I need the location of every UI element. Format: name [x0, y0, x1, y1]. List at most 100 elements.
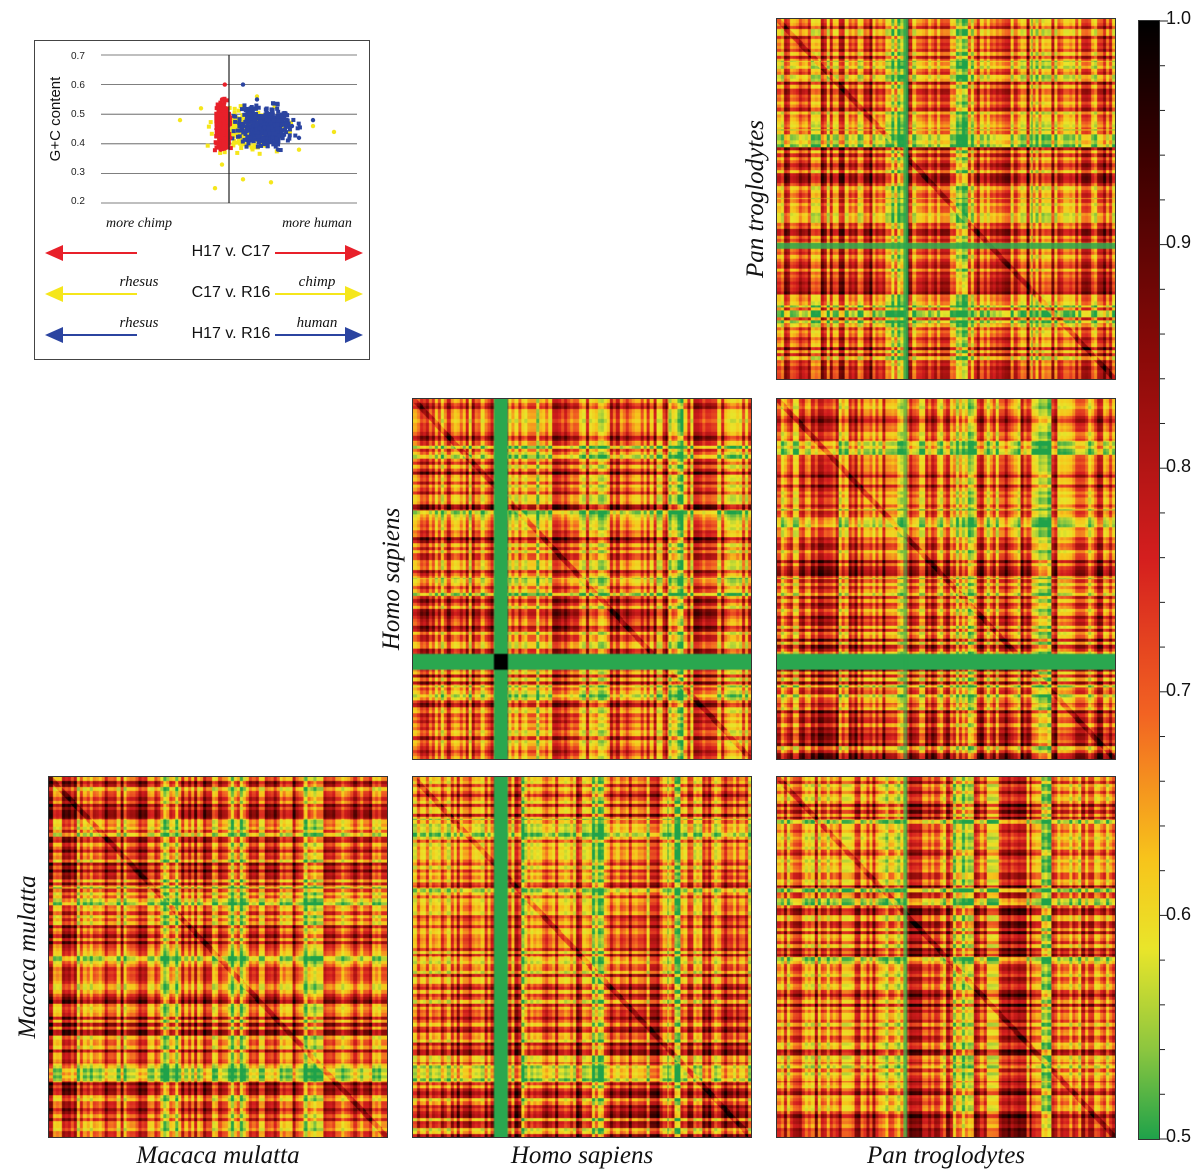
inset-point [262, 125, 267, 130]
inset-point [238, 138, 243, 143]
inset-point [257, 151, 262, 156]
inset-point [233, 114, 238, 119]
colorbar-ticks [1160, 20, 1168, 1140]
inset-point [246, 119, 251, 124]
inset-point [276, 118, 281, 123]
inset-point [256, 140, 261, 145]
inset-point [261, 136, 266, 141]
inset-point [252, 114, 257, 119]
inset-ytick-0-7: 0.7 [71, 51, 85, 62]
inset-data-point [198, 106, 204, 111]
inset-point [228, 146, 233, 151]
colorbar-tick-1-0: 1.0 [1166, 8, 1192, 28]
ylabel-homo-sapiens: Homo sapiens [378, 507, 405, 651]
inset-point [260, 138, 265, 143]
ylabel-macaca-mulatta: Macaca mulatta [14, 875, 41, 1039]
legend-left-label-h17c17: more chimp [106, 216, 172, 231]
heatmap-homo-vs-pan-canvas [777, 399, 1115, 759]
inset-point [231, 129, 236, 134]
inset-point [246, 131, 251, 136]
inset-point [272, 123, 277, 128]
inset-data-point [282, 126, 288, 132]
inset-point [232, 106, 237, 111]
inset-data-point [331, 129, 337, 135]
inset-point [253, 111, 258, 116]
inset-point [255, 144, 260, 149]
inset-point [247, 111, 252, 116]
inset-point [270, 135, 275, 140]
inset-point [222, 145, 227, 150]
inset-point [296, 121, 301, 126]
colorbar [1138, 20, 1160, 1140]
inset-point [263, 131, 268, 136]
inset-point [239, 125, 244, 130]
inset-ytick-0-3: 0.3 [71, 167, 85, 178]
inset-point [265, 111, 270, 116]
inset-point [250, 147, 255, 152]
inset-point [282, 114, 287, 119]
inset-point [244, 128, 249, 133]
inset-point [226, 129, 231, 134]
inset-point [254, 103, 259, 108]
inset-point [214, 145, 219, 150]
inset-point [235, 150, 240, 155]
inset-ytick-0-6: 0.6 [71, 80, 85, 91]
inset-point [222, 96, 227, 101]
inset-point [297, 125, 302, 130]
inset-point [222, 100, 227, 105]
inset-point [276, 109, 281, 114]
inset-point [280, 122, 285, 127]
colorbar-tick-0-9: 0.9 [1166, 232, 1192, 252]
inset-point [272, 140, 277, 145]
inset-point [270, 108, 275, 113]
inset-data-point [296, 147, 302, 152]
inset-point [227, 105, 232, 110]
inset-point [275, 106, 280, 111]
inset-data-point [296, 135, 302, 141]
legend-right-label-c17r16: chimp [298, 274, 336, 290]
legend-left-label-c17r16: rhesus [119, 274, 159, 290]
inset-point [245, 134, 250, 139]
inset-point [224, 115, 229, 120]
inset-point [270, 127, 275, 132]
inset-point [254, 124, 259, 129]
inset-point [275, 126, 280, 131]
inset-point [239, 146, 244, 151]
inset-data-point [177, 117, 183, 123]
inset-point [252, 143, 257, 148]
inset-point [273, 144, 278, 149]
inset-point [217, 135, 222, 140]
inset-point [266, 121, 271, 126]
inset-point [267, 131, 272, 136]
inset-point [212, 148, 217, 153]
inset-data-point [275, 147, 281, 152]
inset-point [289, 120, 294, 125]
inset-point [209, 131, 214, 136]
heatmap-macaca-vs-homo [412, 776, 752, 1138]
inset-point [264, 106, 269, 111]
inset-point [255, 120, 260, 125]
legend-series-name-c17r16: C17 v. R16 [191, 284, 271, 301]
inset-point [242, 103, 247, 108]
colorbar-tick-0-5: 0.5 [1166, 1126, 1192, 1146]
inset-point [264, 136, 269, 141]
inset-point [256, 105, 261, 110]
inset-point [258, 119, 263, 124]
legend-series-name-h17r16: H17 v. R16 [191, 325, 271, 342]
inset-point [287, 133, 292, 138]
inset-point [269, 125, 274, 130]
heatmap-homo-vs-pan [776, 398, 1116, 760]
xlabel-homo-sapiens: Homo sapiens [510, 1142, 654, 1169]
inset-data-point [247, 106, 253, 111]
inset-point [295, 126, 300, 131]
inset-point [245, 111, 250, 116]
inset-point [244, 144, 249, 149]
inset-point [253, 106, 258, 111]
inset-point [283, 124, 288, 129]
inset-point [217, 129, 222, 134]
inset-point [222, 150, 227, 155]
inset-point [271, 131, 276, 136]
inset-point [215, 102, 220, 107]
inset-data-point [221, 117, 226, 123]
heatmap-macaca-vs-pan-canvas [777, 777, 1115, 1137]
